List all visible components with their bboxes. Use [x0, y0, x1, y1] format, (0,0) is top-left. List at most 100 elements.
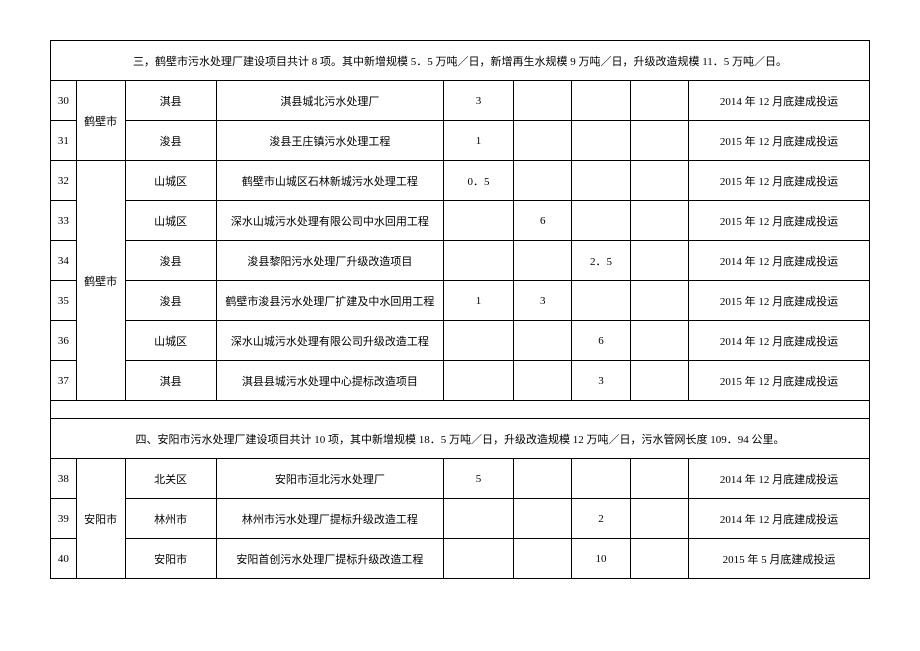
- table-row: 34 浚县 浚县黎阳污水处理厂升级改造项目 2．5 2014 年 12 月底建成…: [51, 241, 870, 281]
- cell-idx: 30: [51, 81, 77, 121]
- cell-district: 北关区: [125, 459, 216, 499]
- cell-v1: 3: [444, 81, 514, 121]
- cell-idx: 35: [51, 281, 77, 321]
- cell-district: 山城区: [125, 201, 216, 241]
- section-4-header: 四、安阳市污水处理厂建设项目共计 10 项，其中新增规模 18．5 万吨／日，升…: [51, 419, 870, 459]
- cell-idx: 38: [51, 459, 77, 499]
- cell-v2: 6: [514, 201, 572, 241]
- cell-v3: [572, 459, 630, 499]
- cell-v2: [514, 161, 572, 201]
- spacer-row: [51, 401, 870, 419]
- cell-project: 安阳市洹北污水处理厂: [216, 459, 443, 499]
- cell-v2: [514, 81, 572, 121]
- cell-v2: 3: [514, 281, 572, 321]
- cell-city: 鹤壁市: [76, 161, 125, 401]
- cell-v2: [514, 459, 572, 499]
- cell-idx: 34: [51, 241, 77, 281]
- cell-v1: 1: [444, 281, 514, 321]
- cell-project: 淇县县城污水处理中心提标改造项目: [216, 361, 443, 401]
- projects-table: 三，鹤壁市污水处理厂建设项目共计 8 项。其中新增规模 5．5 万吨／日，新增再…: [50, 40, 870, 579]
- cell-v3: 6: [572, 321, 630, 361]
- cell-completion: 2015 年 12 月底建成投运: [688, 281, 869, 321]
- cell-v4: [630, 241, 688, 281]
- cell-idx: 37: [51, 361, 77, 401]
- cell-v2: [514, 321, 572, 361]
- cell-district: 淇县: [125, 81, 216, 121]
- cell-v1: [444, 361, 514, 401]
- cell-v1: [444, 241, 514, 281]
- cell-idx: 40: [51, 539, 77, 579]
- cell-v3: [572, 281, 630, 321]
- cell-project: 浚县黎阳污水处理厂升级改造项目: [216, 241, 443, 281]
- cell-district: 浚县: [125, 121, 216, 161]
- cell-v1: [444, 499, 514, 539]
- cell-idx: 36: [51, 321, 77, 361]
- table-row: 33 山城区 深水山城污水处理有限公司中水回用工程 6 2015 年 12 月底…: [51, 201, 870, 241]
- cell-v1: 0．5: [444, 161, 514, 201]
- cell-v3: [572, 201, 630, 241]
- cell-district: 浚县: [125, 241, 216, 281]
- cell-v4: [630, 281, 688, 321]
- cell-v4: [630, 81, 688, 121]
- section-4-title: 四、安阳市污水处理厂建设项目共计 10 项，其中新增规模 18．5 万吨／日，升…: [51, 419, 870, 459]
- cell-district: 山城区: [125, 161, 216, 201]
- cell-v4: [630, 121, 688, 161]
- cell-idx: 32: [51, 161, 77, 201]
- cell-v4: [630, 539, 688, 579]
- cell-v2: [514, 361, 572, 401]
- cell-v3: 2．5: [572, 241, 630, 281]
- cell-completion: 2015 年 12 月底建成投运: [688, 361, 869, 401]
- cell-completion: 2014 年 12 月底建成投运: [688, 241, 869, 281]
- cell-city: 安阳市: [76, 459, 125, 579]
- cell-completion: 2014 年 12 月底建成投运: [688, 459, 869, 499]
- cell-completion: 2014 年 12 月底建成投运: [688, 499, 869, 539]
- cell-v4: [630, 201, 688, 241]
- cell-project: 鹤壁市山城区石林新城污水处理工程: [216, 161, 443, 201]
- cell-project: 深水山城污水处理有限公司升级改造工程: [216, 321, 443, 361]
- cell-v3: [572, 81, 630, 121]
- cell-completion: 2015 年 12 月底建成投运: [688, 121, 869, 161]
- table-container: 三，鹤壁市污水处理厂建设项目共计 8 项。其中新增规模 5．5 万吨／日，新增再…: [50, 40, 870, 579]
- cell-completion: 2015 年 12 月底建成投运: [688, 201, 869, 241]
- cell-v4: [630, 161, 688, 201]
- table-row: 39 林州市 林州市污水处理厂提标升级改造工程 2 2014 年 12 月底建成…: [51, 499, 870, 539]
- table-row: 32 鹤壁市 山城区 鹤壁市山城区石林新城污水处理工程 0．5 2015 年 1…: [51, 161, 870, 201]
- cell-v4: [630, 499, 688, 539]
- table-row: 30 鹤壁市 淇县 淇县城北污水处理厂 3 2014 年 12 月底建成投运: [51, 81, 870, 121]
- cell-completion: 2015 年 12 月底建成投运: [688, 161, 869, 201]
- cell-v2: [514, 241, 572, 281]
- cell-v3: 3: [572, 361, 630, 401]
- cell-v2: [514, 121, 572, 161]
- cell-v4: [630, 321, 688, 361]
- cell-district: 安阳市: [125, 539, 216, 579]
- cell-idx: 39: [51, 499, 77, 539]
- cell-idx: 33: [51, 201, 77, 241]
- table-row: 36 山城区 深水山城污水处理有限公司升级改造工程 6 2014 年 12 月底…: [51, 321, 870, 361]
- cell-v2: [514, 499, 572, 539]
- cell-project: 安阳首创污水处理厂提标升级改造工程: [216, 539, 443, 579]
- cell-district: 淇县: [125, 361, 216, 401]
- section-3-header: 三，鹤壁市污水处理厂建设项目共计 8 项。其中新增规模 5．5 万吨／日，新增再…: [51, 41, 870, 81]
- cell-idx: 31: [51, 121, 77, 161]
- cell-v3: [572, 121, 630, 161]
- cell-v1: [444, 539, 514, 579]
- cell-project: 鹤壁市浚县污水处理厂扩建及中水回用工程: [216, 281, 443, 321]
- cell-v4: [630, 361, 688, 401]
- cell-completion: 2015 年 5 月底建成投运: [688, 539, 869, 579]
- cell-v2: [514, 539, 572, 579]
- cell-district: 林州市: [125, 499, 216, 539]
- cell-district: 山城区: [125, 321, 216, 361]
- table-row: 40 安阳市 安阳首创污水处理厂提标升级改造工程 10 2015 年 5 月底建…: [51, 539, 870, 579]
- cell-project: 深水山城污水处理有限公司中水回用工程: [216, 201, 443, 241]
- cell-project: 淇县城北污水处理厂: [216, 81, 443, 121]
- cell-v3: 10: [572, 539, 630, 579]
- table-row: 38 安阳市 北关区 安阳市洹北污水处理厂 5 2014 年 12 月底建成投运: [51, 459, 870, 499]
- spacer-cell: [51, 401, 870, 419]
- cell-city: 鹤壁市: [76, 81, 125, 161]
- cell-v4: [630, 459, 688, 499]
- cell-v3: [572, 161, 630, 201]
- cell-v3: 2: [572, 499, 630, 539]
- cell-district: 浚县: [125, 281, 216, 321]
- cell-v1: 5: [444, 459, 514, 499]
- cell-v1: [444, 201, 514, 241]
